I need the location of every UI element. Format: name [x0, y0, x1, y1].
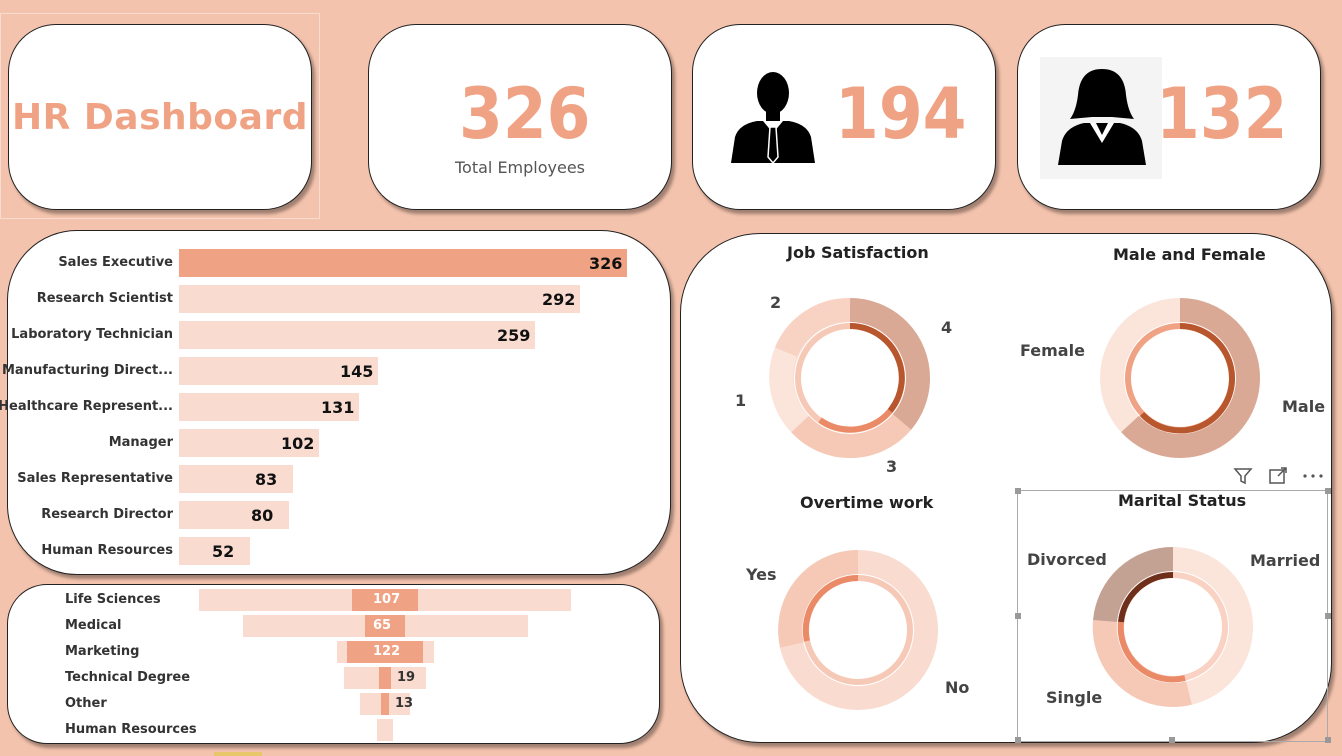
education-field-bar[interactable]: [365, 615, 405, 637]
gender-label-female: Female: [1020, 341, 1085, 360]
male-count-card[interactable]: 194: [692, 24, 996, 210]
education-field-label: Other: [65, 696, 107, 711]
job-role-label: Research Director: [41, 507, 173, 522]
job-role-label: Manager: [108, 435, 173, 450]
filter-icon[interactable]: [1233, 466, 1253, 490]
education-field-funnel[interactable]: Life Sciences 107 Medical 65 Marketing 122 Tec…: [7, 584, 660, 744]
job-role-value: 80: [251, 506, 274, 525]
job-role-bar[interactable]: [179, 537, 250, 565]
job-satisfaction-label-1: 1: [735, 391, 747, 410]
education-field-value: 122: [373, 644, 401, 659]
education-field-value: 107: [373, 592, 401, 607]
job-satisfaction-label-4: 4: [941, 318, 953, 337]
job-satisfaction-label-3: 3: [886, 457, 898, 476]
job-role-label: Laboratory Technician: [11, 327, 173, 342]
job-role-value: 83: [255, 470, 278, 489]
job-role-value: 259: [497, 326, 531, 345]
title-card: HR Dashboard: [8, 24, 312, 210]
job-satisfaction-label-2: 2: [770, 293, 782, 312]
resize-handle-right[interactable]: [1325, 613, 1331, 619]
job-role-label: Manufacturing Direct...: [2, 363, 173, 378]
job-role-bar[interactable]: [179, 501, 289, 529]
resize-handle-tl[interactable]: [1015, 488, 1021, 494]
overtime-label-yes: Yes: [746, 565, 777, 584]
more-options-icon[interactable]: [1302, 466, 1324, 490]
job-role-bar[interactable]: [179, 393, 359, 421]
marital-label-married: Married: [1250, 551, 1321, 570]
focus-mode-icon[interactable]: [1268, 466, 1288, 490]
job-role-bar[interactable]: [179, 321, 535, 349]
male-count-value: 194: [835, 73, 967, 155]
marital-label-single: Single: [1046, 688, 1103, 707]
job-role-value: 131: [321, 398, 355, 417]
overtime-label-no: No: [945, 678, 970, 697]
education-field-bar[interactable]: [347, 641, 423, 663]
gender-donut[interactable]: [1090, 288, 1270, 468]
education-field-value: 13: [395, 696, 414, 711]
resize-handle-bl[interactable]: [1015, 737, 1021, 743]
job-role-bar[interactable]: [179, 429, 319, 457]
page-tab-indicator[interactable]: [214, 752, 262, 756]
job-satisfaction-donut[interactable]: [760, 288, 940, 468]
female-count-value: 132: [1156, 73, 1288, 155]
job-role-label: Sales Executive: [58, 255, 173, 270]
education-field-label: Human Resources: [65, 722, 197, 737]
job-role-value: 52: [212, 542, 235, 561]
education-field-bar[interactable]: [381, 693, 389, 715]
female-person-icon: [1058, 69, 1146, 165]
education-field-value: 65: [373, 618, 392, 633]
gender-label-male: Male: [1282, 397, 1326, 416]
resize-handle-left[interactable]: [1015, 613, 1021, 619]
total-employees-label: Total Employees: [454, 158, 586, 177]
job-role-label: Human Resources: [41, 543, 173, 558]
education-field-bar-bg[interactable]: [377, 719, 393, 741]
job-role-label: Sales Representative: [17, 471, 173, 486]
job-role-value: 102: [281, 434, 315, 453]
job-role-value: 292: [542, 290, 576, 309]
education-field-bar[interactable]: [352, 589, 418, 611]
resize-handle-bottom[interactable]: [1169, 737, 1175, 743]
job-role-bar[interactable]: [179, 249, 627, 277]
education-field-value: 19: [397, 670, 416, 685]
marital-label-divorced: Divorced: [1027, 550, 1107, 569]
job-role-bar[interactable]: [179, 285, 580, 313]
resize-handle-br[interactable]: [1325, 737, 1331, 743]
total-employees-card[interactable]: 326 Total Employees: [368, 24, 672, 210]
job-role-value: 326: [589, 254, 623, 273]
education-field-label: Marketing: [65, 644, 140, 659]
job-satisfaction-title: Job Satisfaction: [787, 243, 929, 262]
education-field-bar[interactable]: [379, 667, 391, 689]
education-field-label: Medical: [65, 618, 122, 633]
male-person-icon: [731, 72, 815, 165]
marital-status-title: Marital Status: [1118, 491, 1247, 510]
female-count-card[interactable]: 132: [1017, 24, 1321, 210]
overtime-donut[interactable]: [768, 540, 948, 720]
job-role-value: 145: [340, 362, 374, 381]
job-role-label: Research Scientist: [36, 291, 173, 306]
job-role-label: Healthcare Represent...: [0, 399, 173, 414]
job-role-bar-chart[interactable]: Sales Executive 326 Research Scientist 292 L…: [0, 230, 671, 575]
page-title: HR Dashboard: [12, 97, 308, 138]
title-card-outline: [0, 13, 320, 219]
job-role-bar[interactable]: [179, 357, 378, 385]
total-employees-value: 326: [459, 73, 591, 155]
job-role-bar[interactable]: [179, 465, 293, 493]
education-field-label: Life Sciences: [65, 592, 161, 607]
resize-handle-tr[interactable]: [1325, 488, 1331, 494]
education-field-label: Technical Degree: [65, 670, 191, 685]
marital-status-donut[interactable]: [1083, 537, 1263, 717]
overtime-chart-title: Overtime work: [800, 493, 934, 512]
gender-chart-title: Male and Female: [1113, 245, 1266, 264]
